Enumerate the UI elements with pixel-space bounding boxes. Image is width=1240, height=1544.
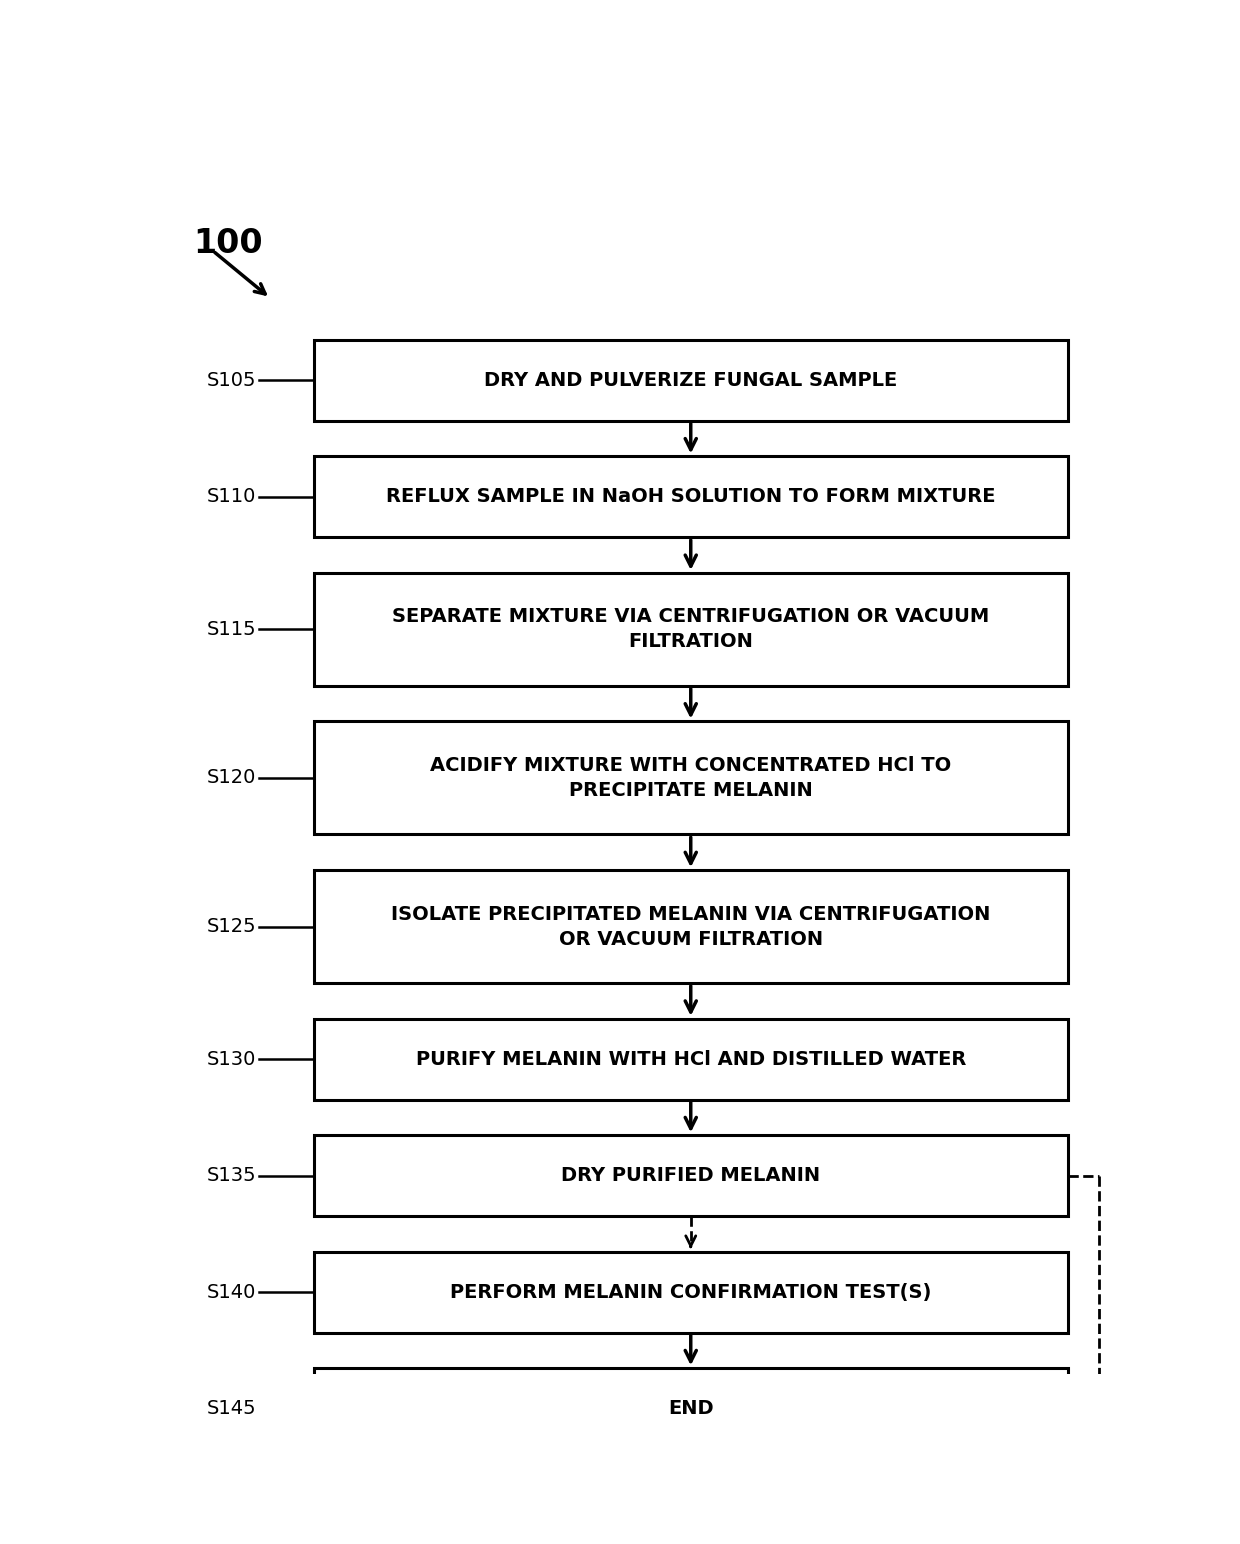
Text: END: END — [668, 1399, 713, 1417]
Text: S105: S105 — [206, 371, 255, 389]
Text: DRY AND PULVERIZE FUNGAL SAMPLE: DRY AND PULVERIZE FUNGAL SAMPLE — [484, 371, 898, 389]
Text: S145: S145 — [206, 1399, 255, 1417]
Bar — [314, 1135, 1068, 1217]
Text: PERFORM MELANIN CONFIRMATION TEST(S): PERFORM MELANIN CONFIRMATION TEST(S) — [450, 1283, 931, 1302]
Text: S115: S115 — [206, 619, 255, 639]
Text: ISOLATE PRECIPITATED MELANIN VIA CENTRIFUGATION
OR VACUUM FILTRATION: ISOLATE PRECIPITATED MELANIN VIA CENTRIF… — [391, 905, 991, 948]
Bar — [314, 721, 1068, 834]
Text: S135: S135 — [206, 1166, 255, 1186]
Text: DRY PURIFIED MELANIN: DRY PURIFIED MELANIN — [562, 1166, 821, 1186]
Text: S120: S120 — [207, 769, 255, 787]
Text: S125: S125 — [206, 917, 255, 936]
Text: REFLUX SAMPLE IN NaOH SOLUTION TO FORM MIXTURE: REFLUX SAMPLE IN NaOH SOLUTION TO FORM M… — [386, 488, 996, 506]
Bar — [314, 457, 1068, 537]
Text: ACIDIFY MIXTURE WITH CONCENTRATED HCl TO
PRECIPITATE MELANIN: ACIDIFY MIXTURE WITH CONCENTRATED HCl TO… — [430, 757, 951, 800]
Text: SEPARATE MIXTURE VIA CENTRIFUGATION OR VACUUM
FILTRATION: SEPARATE MIXTURE VIA CENTRIFUGATION OR V… — [392, 607, 990, 652]
Bar — [314, 871, 1068, 984]
Bar — [314, 573, 1068, 686]
Text: S140: S140 — [207, 1283, 255, 1302]
Text: PURIFY MELANIN WITH HCl AND DISTILLED WATER: PURIFY MELANIN WITH HCl AND DISTILLED WA… — [415, 1050, 966, 1068]
Text: S130: S130 — [207, 1050, 255, 1068]
Text: S110: S110 — [207, 488, 255, 506]
Bar — [314, 1019, 1068, 1099]
Bar — [314, 340, 1068, 420]
Bar — [314, 1252, 1068, 1332]
Text: 100: 100 — [193, 227, 263, 259]
Bar — [314, 1368, 1068, 1450]
